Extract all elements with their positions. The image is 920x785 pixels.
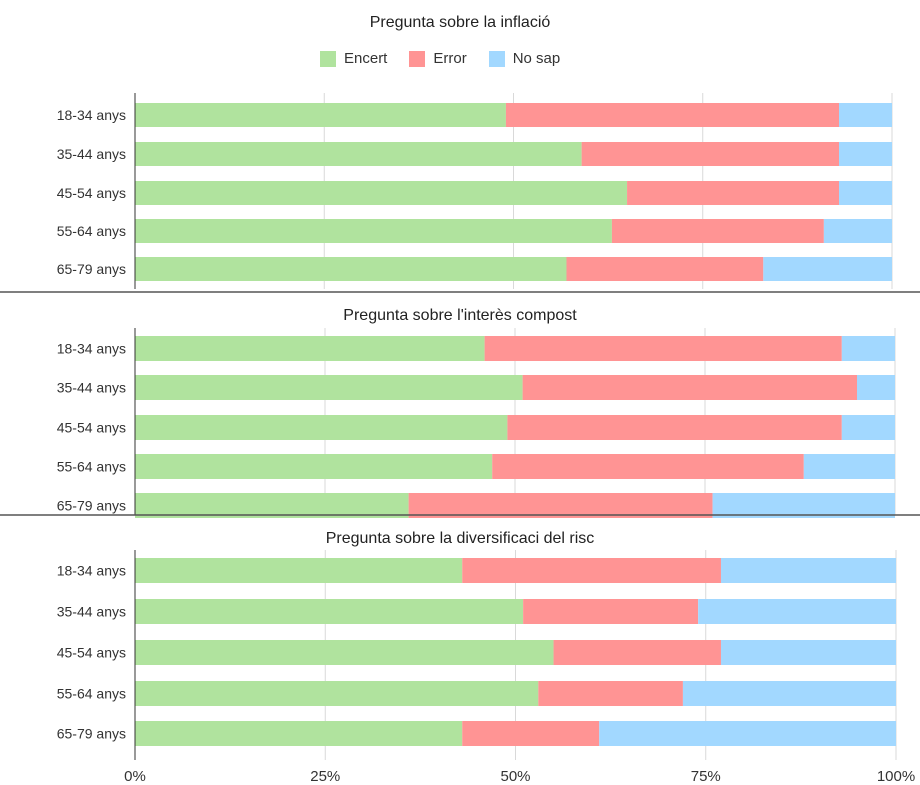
category-label: 65-79 anys — [57, 261, 126, 277]
category-label: 65-79 anys — [57, 498, 126, 514]
bar-no-sap-55-64-anys — [823, 219, 892, 243]
category-label: 18-34 anys — [57, 563, 126, 579]
bar-error-65-79-anys — [408, 493, 713, 518]
bar-error-18-34-anys — [484, 336, 842, 361]
bar-error-35-44-anys — [522, 375, 857, 400]
x-axis-ticks: 0% 25% 50% 75% 100% — [124, 768, 915, 785]
bar-error-55-64-anys — [538, 681, 683, 706]
bar-error-45-54-anys — [553, 640, 721, 665]
category-label: 45-54 anys — [57, 185, 126, 201]
legend-label-error: Error — [433, 50, 467, 67]
bar-no-sap-65-79-anys — [763, 257, 892, 281]
legend-swatch-encert — [320, 50, 336, 67]
panel-title: Pregunta sobre la diversificaci del risc — [326, 530, 595, 547]
legend-label-no-sap: No sap — [512, 50, 561, 67]
bar-encert-55-64-anys — [135, 219, 612, 243]
bar-no-sap-35-44-anys — [857, 375, 895, 400]
bar-encert-45-54-anys — [135, 640, 554, 665]
bar-no-sap-45-54-anys — [720, 640, 896, 665]
legend-item-no-sap: No sap — [488, 50, 561, 67]
x-tick-label: 100% — [877, 768, 915, 785]
bar-no-sap-55-64-anys — [682, 681, 896, 706]
bar-encert-55-64-anys — [135, 681, 539, 706]
category-label: 55-64 anys — [57, 223, 126, 239]
bar-encert-18-34-anys — [135, 336, 485, 361]
legend-label-encert: Encert — [344, 50, 388, 67]
legend-swatch-error — [409, 50, 426, 67]
bar-encert-35-44-anys — [135, 375, 523, 400]
bar-no-sap-55-64-anys — [803, 454, 895, 479]
panel-title: Pregunta sobre l'interès compost — [343, 307, 577, 324]
panel-3: Pregunta sobre la diversificaci del risc… — [57, 530, 897, 760]
x-tick-label: 50% — [500, 768, 530, 785]
panel-title: Pregunta sobre la inflació — [370, 14, 551, 31]
bar-error-65-79-anys — [462, 721, 600, 746]
bar-encert-65-79-anys — [135, 493, 409, 518]
bar-encert-55-64-anys — [135, 454, 493, 479]
bar-error-18-34-anys — [505, 103, 840, 127]
bar-error-35-44-anys — [581, 142, 840, 166]
bar-encert-18-34-anys — [135, 103, 506, 127]
x-tick-label: 25% — [310, 768, 340, 785]
legend-item-encert: Encert — [320, 50, 387, 67]
category-label: 18-34 anys — [57, 341, 126, 357]
bar-error-18-34-anys — [462, 558, 721, 583]
bar-no-sap-18-34-anys — [841, 336, 895, 361]
bar-error-65-79-anys — [566, 257, 764, 281]
bar-no-sap-35-44-anys — [839, 142, 892, 166]
bar-encert-35-44-anys — [135, 599, 524, 624]
bar-error-45-54-anys — [627, 181, 840, 205]
panel-2: Pregunta sobre l'interès compost 18-34 an… — [0, 307, 920, 518]
legend-swatch-no-sap — [488, 50, 505, 67]
bar-error-45-54-anys — [507, 415, 842, 440]
bar-encert-18-34-anys — [135, 558, 463, 583]
bar-no-sap-18-34-anys — [839, 103, 892, 127]
bar-no-sap-65-79-anys — [712, 493, 895, 518]
category-label: 65-79 anys — [57, 726, 126, 742]
category-label: 18-34 anys — [57, 107, 126, 123]
category-label: 35-44 anys — [57, 146, 126, 162]
bar-error-35-44-anys — [523, 599, 699, 624]
bar-no-sap-35-44-anys — [698, 599, 896, 624]
panel-1: Pregunta sobre la inflació 18-34 anys 35-4… — [0, 14, 920, 293]
category-label: 45-54 anys — [57, 420, 126, 436]
bar-encert-65-79-anys — [135, 721, 463, 746]
x-tick-label: 0% — [124, 768, 146, 785]
category-label: 35-44 anys — [57, 604, 126, 620]
chart-legend: Encert Error No sap — [320, 50, 560, 67]
bar-no-sap-65-79-anys — [599, 721, 896, 746]
x-tick-label: 75% — [691, 768, 721, 785]
category-label: 45-54 anys — [57, 645, 126, 661]
bar-error-55-64-anys — [611, 219, 824, 243]
legend-item-error: Error — [409, 50, 467, 67]
bar-encert-45-54-anys — [135, 415, 508, 440]
bar-no-sap-45-54-anys — [839, 181, 892, 205]
bar-encert-35-44-anys — [135, 142, 582, 166]
bar-error-55-64-anys — [492, 454, 804, 479]
bar-no-sap-18-34-anys — [720, 558, 896, 583]
category-label: 55-64 anys — [57, 459, 126, 475]
bar-encert-45-54-anys — [135, 181, 628, 205]
bar-encert-65-79-anys — [135, 257, 567, 281]
bar-no-sap-45-54-anys — [841, 415, 895, 440]
category-label: 35-44 anys — [57, 380, 126, 396]
category-label: 55-64 anys — [57, 686, 126, 702]
